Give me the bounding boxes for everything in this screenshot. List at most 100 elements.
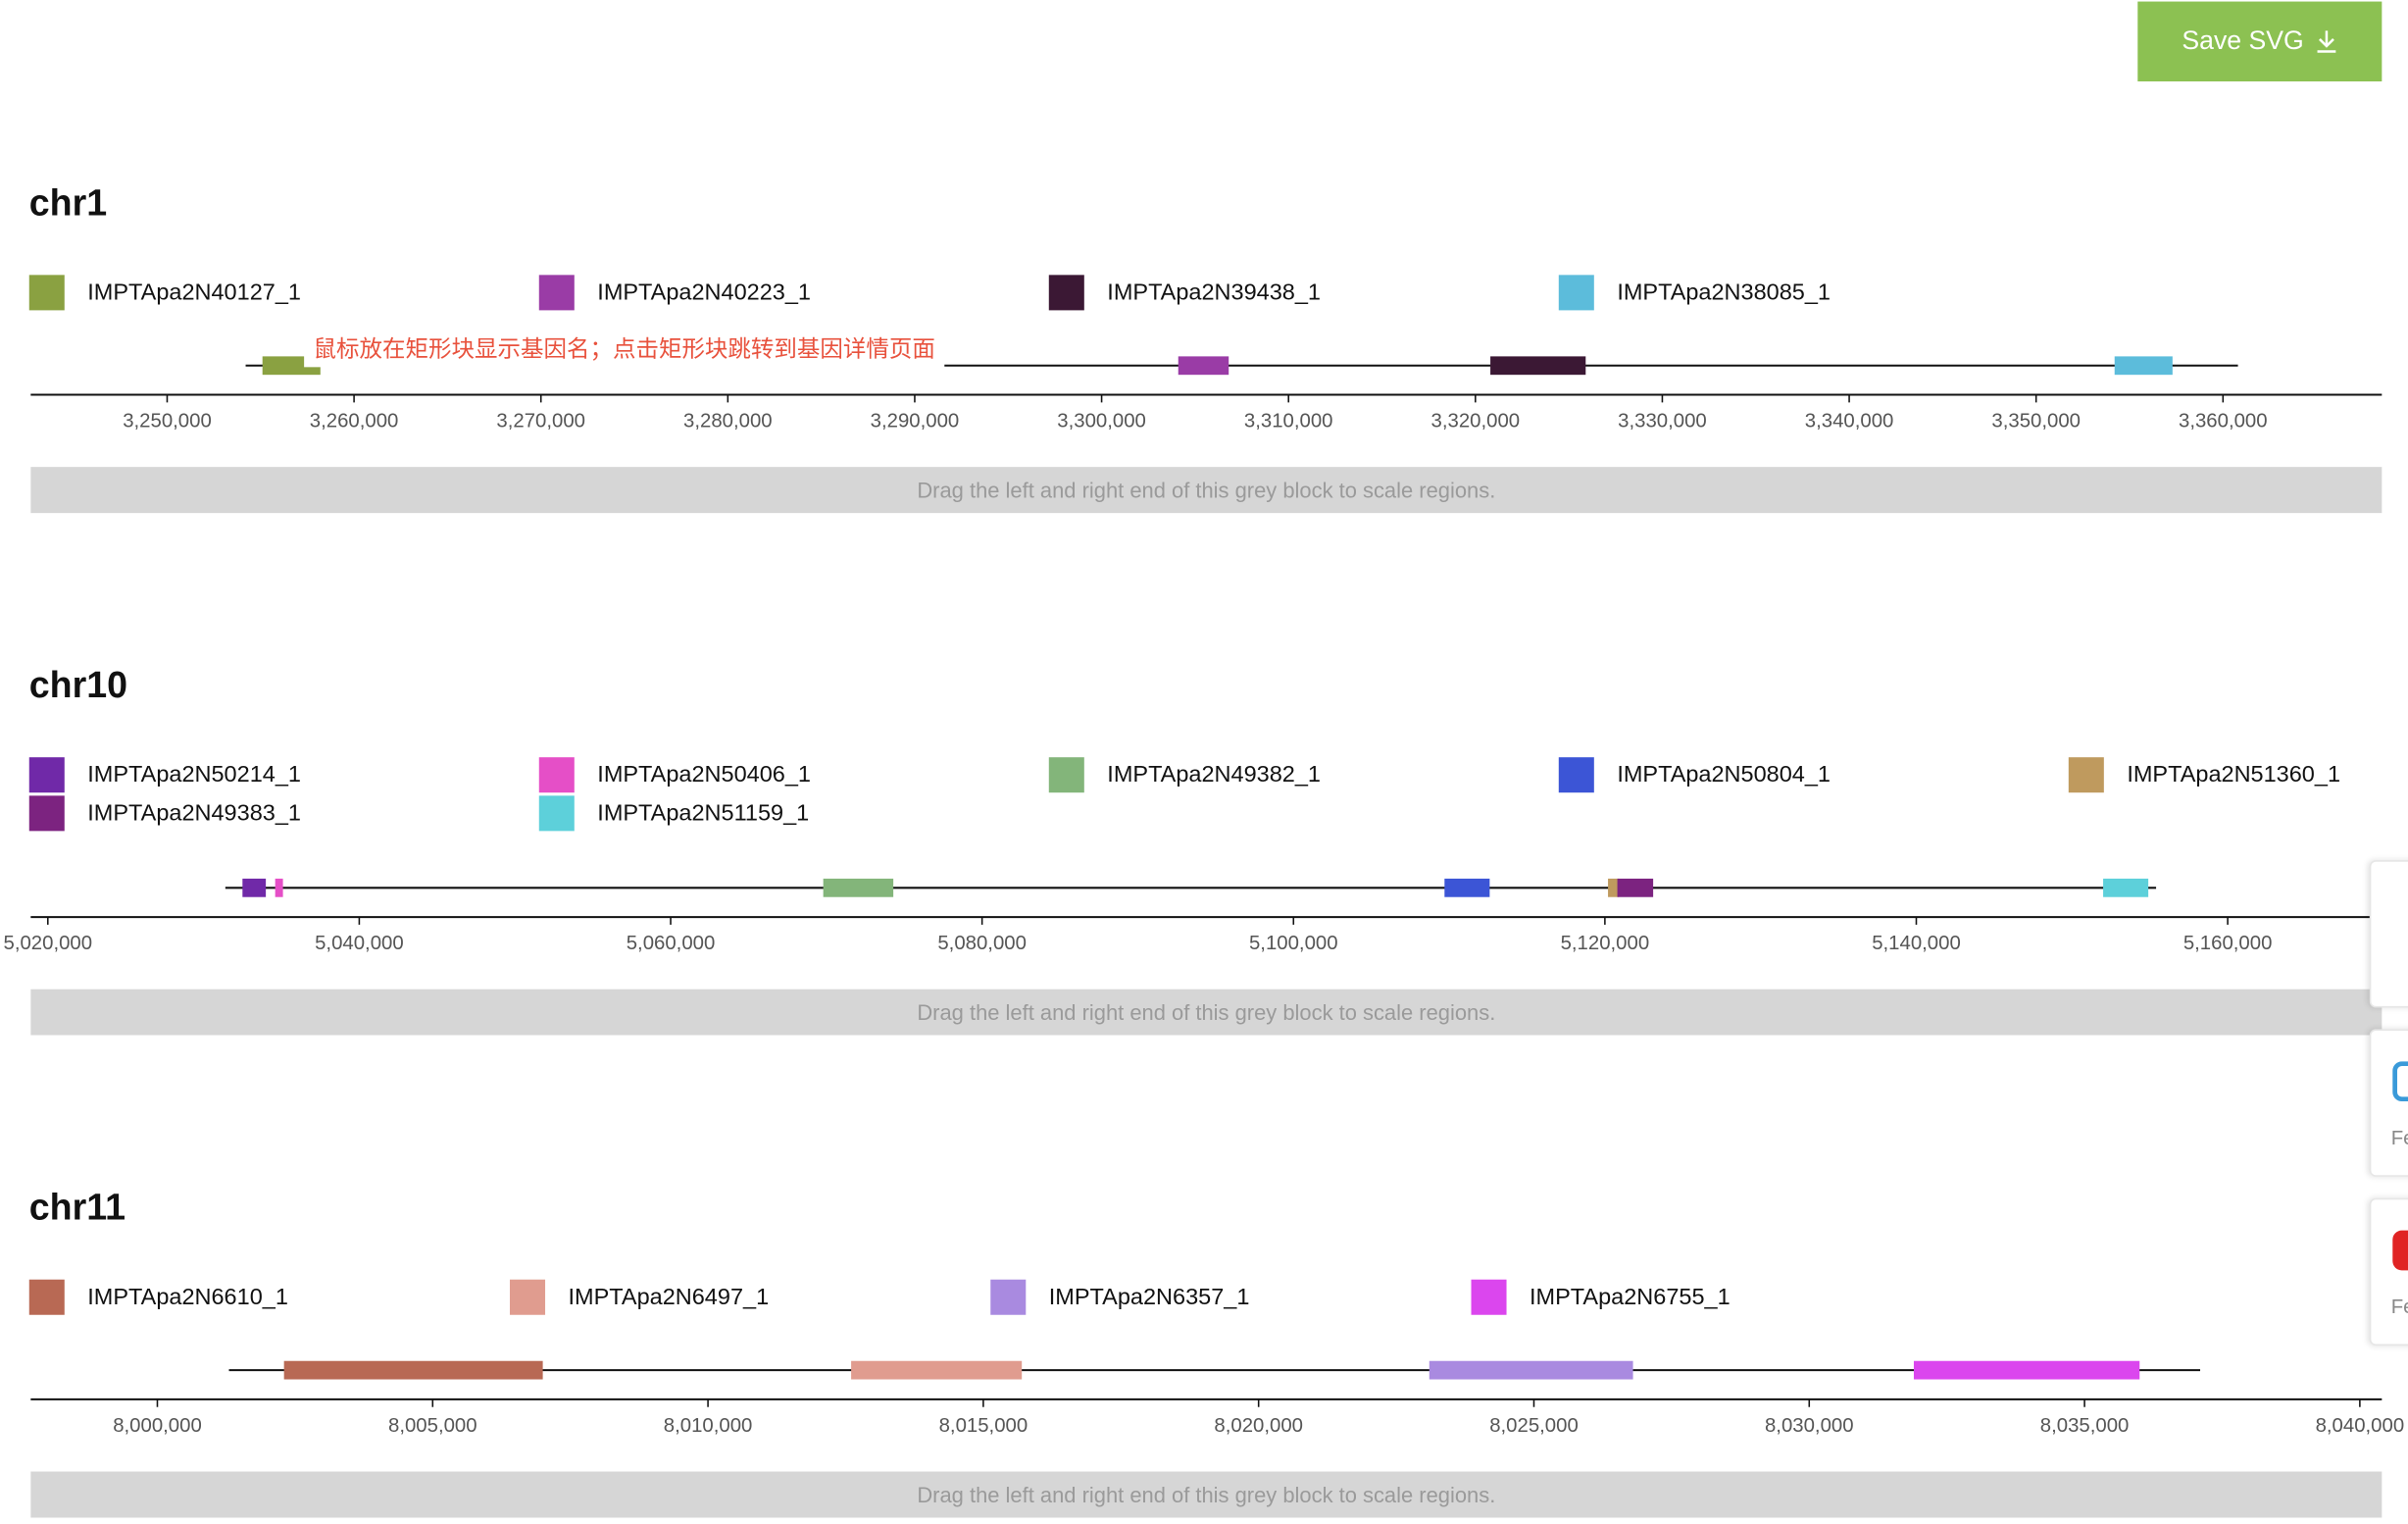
side-tool-caption: Fe xyxy=(2390,1295,2408,1318)
legend-item[interactable]: IMPTApa2N6610_1 xyxy=(28,1278,288,1315)
legend-item[interactable]: IMPTApa2N6357_1 xyxy=(990,1278,1249,1315)
gene-block[interactable]: IMPTApa2N6357_1 xyxy=(1429,1360,1633,1380)
legend-swatch xyxy=(538,274,575,310)
legend-swatch xyxy=(28,274,65,310)
blue-square-icon xyxy=(2392,1061,2408,1102)
x-tick-label: 3,290,000 xyxy=(871,410,960,432)
legend-swatch xyxy=(990,1278,1027,1314)
x-tick-label: 5,080,000 xyxy=(937,933,1027,954)
legend-swatch xyxy=(538,756,575,792)
legend-label: IMPTApa2N50214_1 xyxy=(87,761,301,787)
legend-swatch xyxy=(538,794,575,831)
red-square-icon xyxy=(2392,1230,2408,1271)
gene-block[interactable]: IMPTApa2N6755_1 xyxy=(1913,1360,2140,1380)
legend-swatch xyxy=(28,756,65,792)
legend-item[interactable]: IMPTApa2N40223_1 xyxy=(538,274,811,311)
side-tool-button[interactable]: Fe xyxy=(2369,1029,2408,1177)
legend-item[interactable]: IMPTApa2N6497_1 xyxy=(510,1278,769,1315)
x-tick-label: 3,310,000 xyxy=(1244,410,1333,432)
gene-block[interactable]: IMPTApa2N40223_1 xyxy=(1178,356,1229,376)
legend-item[interactable]: IMPTApa2N51360_1 xyxy=(2068,756,2340,793)
x-tick-label: 8,035,000 xyxy=(2040,1415,2130,1437)
legend-label: IMPTApa2N49383_1 xyxy=(87,799,301,826)
legend-swatch xyxy=(28,794,65,831)
side-tool-button[interactable]: Fe xyxy=(2369,1197,2408,1346)
legend-item[interactable]: IMPTApa2N40127_1 xyxy=(28,274,301,311)
gene-block[interactable]: IMPTApa2N51360_1 xyxy=(1608,878,1620,897)
x-tick-label: 5,120,000 xyxy=(1561,933,1650,954)
x-tick-label: 3,320,000 xyxy=(1431,410,1521,432)
legend-label: IMPTApa2N49382_1 xyxy=(1107,761,1321,787)
x-tick-label: 5,020,000 xyxy=(4,933,93,954)
gene-block[interactable]: IMPTApa2N50804_1 xyxy=(1444,878,1490,897)
x-tick-label: 3,340,000 xyxy=(1805,410,1894,432)
x-tick-label: 8,025,000 xyxy=(1489,1415,1579,1437)
legend-label: IMPTApa2N51159_1 xyxy=(597,799,810,826)
legend-swatch xyxy=(510,1278,546,1314)
gene-block[interactable]: IMPTApa2N39438_1 xyxy=(1490,356,1586,376)
usage-hint: 鼠标放在矩形块显示基因名；点击矩形块跳转到基因详情页面 xyxy=(304,330,945,368)
gene-block[interactable]: IMPTApa2N50406_1 xyxy=(275,878,283,897)
scale-bar-text: Drag the left and right end of this grey… xyxy=(917,1482,1496,1507)
legend-item[interactable]: IMPTApa2N50214_1 xyxy=(28,756,301,793)
legend-label: IMPTApa2N40223_1 xyxy=(597,279,811,305)
chromosome-title: chr10 xyxy=(28,665,128,707)
gene-block[interactable]: IMPTApa2N6610_1 xyxy=(283,1360,543,1380)
region-scale-bar[interactable]: Drag the left and right end of this grey… xyxy=(30,1471,2383,1518)
side-panel[interactable] xyxy=(2369,860,2408,1008)
x-tick-label: 3,250,000 xyxy=(123,410,212,432)
x-tick-label: 5,100,000 xyxy=(1249,933,1338,954)
x-tick-label: 8,005,000 xyxy=(388,1415,477,1437)
gene-track-chr1: IMPTApa2N40127_1IMPTApa2N40223_1IMPTApa2… xyxy=(30,356,2383,432)
legend-label: IMPTApa2N6497_1 xyxy=(568,1283,770,1310)
x-tick-label: 3,330,000 xyxy=(1618,410,1707,432)
scale-bar-text: Drag the left and right end of this grey… xyxy=(917,999,1496,1025)
region-scale-bar[interactable]: Drag the left and right end of this grey… xyxy=(30,989,2383,1036)
legend-item[interactable]: IMPTApa2N49383_1 xyxy=(28,794,301,832)
legend-item[interactable]: IMPTApa2N39438_1 xyxy=(1048,274,1321,311)
legend-label: IMPTApa2N39438_1 xyxy=(1107,279,1321,305)
x-tick-label: 8,040,000 xyxy=(2316,1415,2405,1437)
legend-label: IMPTApa2N6755_1 xyxy=(1530,1283,1731,1310)
legend-item[interactable]: IMPTApa2N50804_1 xyxy=(1558,756,1831,793)
gene-block[interactable]: IMPTApa2N49383_1 xyxy=(1617,878,1654,897)
x-tick-label: 3,300,000 xyxy=(1057,410,1146,432)
x-tick-label: 8,015,000 xyxy=(939,1415,1028,1437)
legend-label: IMPTApa2N50406_1 xyxy=(597,761,811,787)
gene-block[interactable]: IMPTApa2N51159_1 xyxy=(2103,878,2149,897)
legend-swatch xyxy=(1048,756,1084,792)
legend-swatch xyxy=(1471,1278,1507,1314)
gene-track-chr10: IMPTApa2N50214_1 IMPTApa2N50406_1 IMPTApa2… xyxy=(4,878,2383,954)
x-tick-label: 8,030,000 xyxy=(1765,1415,1854,1437)
region-scale-bar[interactable]: Drag the left and right end of this grey… xyxy=(30,467,2383,514)
chromosome-title: chr1 xyxy=(28,182,108,225)
chromosome-title: chr11 xyxy=(28,1187,125,1230)
legend-item[interactable]: IMPTApa2N6755_1 xyxy=(1471,1278,1731,1315)
save-svg-button[interactable]: Save SVG xyxy=(2137,1,2383,82)
legend-swatch xyxy=(1558,274,1594,310)
legend-label: IMPTApa2N38085_1 xyxy=(1617,279,1831,305)
legend-label: IMPTApa2N40127_1 xyxy=(87,279,301,305)
gene-block[interactable]: IMPTApa2N50214_1 xyxy=(242,878,267,897)
legend-label: IMPTApa2N6357_1 xyxy=(1048,1283,1250,1310)
x-tick-label: 5,040,000 xyxy=(315,933,404,954)
x-tick-label: 8,020,000 xyxy=(1214,1415,1303,1437)
legend-swatch xyxy=(1048,274,1084,310)
legend-item[interactable]: IMPTApa2N51159_1 xyxy=(538,794,810,832)
x-tick-label: 8,010,000 xyxy=(664,1415,753,1437)
scale-bar-text: Drag the left and right end of this grey… xyxy=(917,478,1496,503)
gene-block[interactable]: IMPTApa2N6497_1 xyxy=(851,1360,1023,1380)
legend-item[interactable]: IMPTApa2N50406_1 xyxy=(538,756,811,793)
x-tick-label: 8,000,000 xyxy=(113,1415,202,1437)
legend-item[interactable]: IMPTApa2N38085_1 xyxy=(1558,274,1831,311)
legend-item[interactable]: IMPTApa2N49382_1 xyxy=(1048,756,1321,793)
x-tick-label: 5,140,000 xyxy=(1872,933,1961,954)
legend-swatch xyxy=(2068,756,2104,792)
gene-block[interactable]: IMPTApa2N38085_1 xyxy=(2114,356,2173,376)
x-tick-label: 3,270,000 xyxy=(496,410,585,432)
legend-label: IMPTApa2N6610_1 xyxy=(87,1283,288,1310)
legend-label: IMPTApa2N50804_1 xyxy=(1617,761,1831,787)
gene-block[interactable]: IMPTApa2N49382_1 xyxy=(823,878,894,897)
